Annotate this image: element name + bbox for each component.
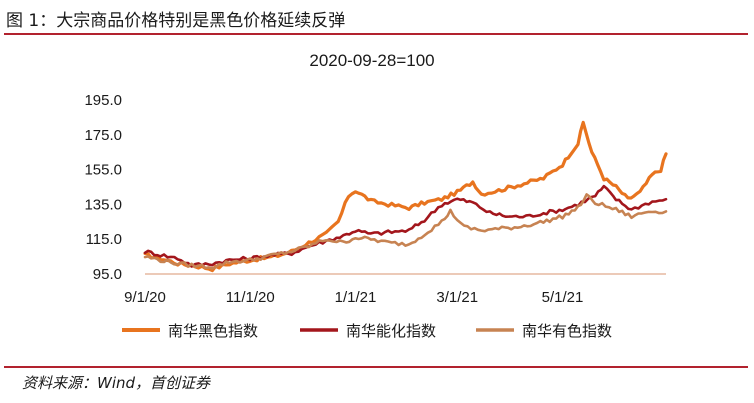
- x-tick-label: 1/1/21: [335, 289, 377, 306]
- bottom-rule: [4, 366, 748, 368]
- x-tick-label: 3/1/21: [436, 289, 478, 306]
- series-line-2: [143, 193, 668, 270]
- x-tick-label: 11/1/20: [226, 289, 275, 306]
- legend-label: 南华黑色指数: [168, 322, 258, 340]
- legend-label: 南华能化指数: [346, 322, 436, 340]
- series-line-0: [143, 120, 668, 273]
- top-rule: [4, 33, 748, 35]
- y-tick-label: 95.0: [93, 266, 122, 283]
- legend-label: 南华有色指数: [522, 322, 612, 340]
- x-tick-label: 5/1/21: [542, 289, 584, 306]
- x-axis-ticks: 9/1/20 11/1/20 1/1/21 3/1/21 5/1/21: [124, 289, 583, 306]
- series-lines: [143, 120, 668, 273]
- y-tick-label: 175.0: [84, 127, 122, 144]
- y-tick-label: 155.0: [84, 162, 122, 179]
- y-tick-label: 195.0: [84, 92, 122, 109]
- x-tick-label: 9/1/20: [124, 289, 166, 306]
- line-chart: 2020-09-28=100 195.0 175.0 155.0 135.0 115.0…: [84, 51, 668, 340]
- y-tick-label: 115.0: [86, 231, 122, 248]
- y-axis-ticks: 195.0 175.0 155.0 135.0 115.0 95.0: [84, 92, 122, 283]
- chart-title: 2020-09-28=100: [309, 51, 434, 70]
- y-tick-label: 135.0: [84, 196, 122, 213]
- figure-title: 图 1：大宗商品价格特别是黑色价格延续反弹: [6, 11, 346, 31]
- series-line-1: [143, 184, 668, 268]
- figure-header: 图 1：大宗商品价格特别是黑色价格延续反弹: [0, 0, 754, 34]
- source-note: 资料来源：Wind，首创证券: [22, 374, 211, 392]
- legend: 南华黑色指数 南华能化指数 南华有色指数: [122, 322, 612, 340]
